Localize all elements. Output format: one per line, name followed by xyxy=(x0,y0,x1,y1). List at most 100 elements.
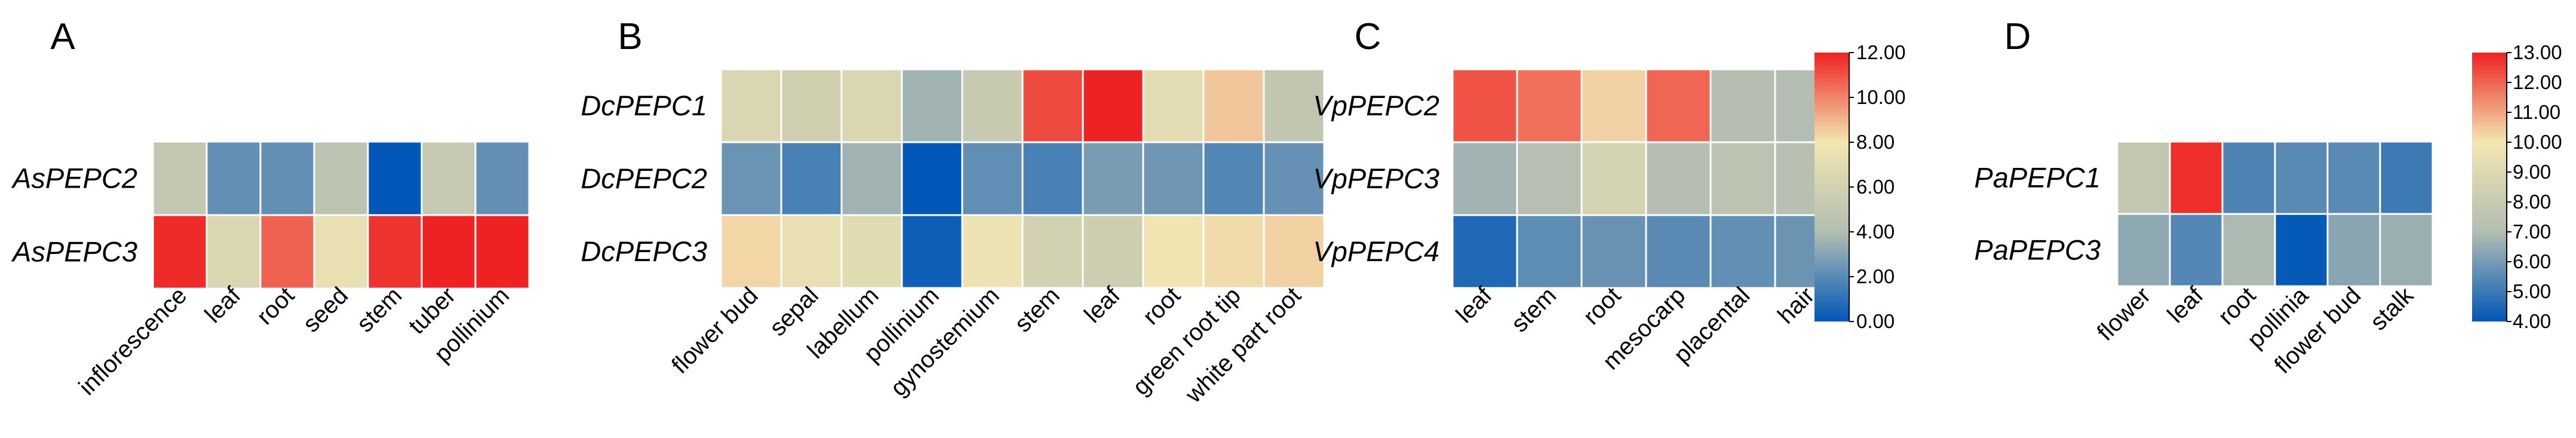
heatmap-cell xyxy=(420,214,477,290)
heatmap-cell xyxy=(1202,68,1265,143)
heatmap-cell xyxy=(474,214,530,290)
heatmap-cell xyxy=(1142,214,1205,289)
heatmap-cell xyxy=(780,141,843,216)
heatmap-cell xyxy=(259,140,315,216)
colorbar-tick-label: 5.00 xyxy=(2513,280,2551,302)
heatmap-cell xyxy=(1709,141,1776,216)
heatmap-cell xyxy=(1202,141,1265,216)
heatmap-cell xyxy=(152,140,208,216)
heatmap-cell xyxy=(840,68,903,143)
heatmap-cell xyxy=(367,214,423,290)
heatmap-cell xyxy=(1021,141,1084,216)
heatmap-cell xyxy=(1580,141,1647,216)
heatmap-cell xyxy=(474,140,530,216)
row-label: DcPEPC1 xyxy=(581,90,707,121)
heatmap-cell xyxy=(901,141,963,216)
heatmap-cell xyxy=(1451,68,1518,143)
heatmap-cell xyxy=(1516,141,1583,216)
heatmap-cell xyxy=(1082,141,1144,216)
colorbar-tick-label: 0.00 xyxy=(1856,310,1895,332)
colorbar-tick-label: 4.00 xyxy=(1856,220,1895,243)
column-label: stem xyxy=(1506,282,1561,337)
heatmap-cell xyxy=(1451,141,1518,216)
heatmap-cell xyxy=(205,140,262,216)
heatmap-cell xyxy=(313,214,369,290)
heatmap-cell xyxy=(1580,214,1647,289)
colorbar-tick-label: 6.00 xyxy=(2513,250,2551,272)
heatmap-cell xyxy=(1082,68,1144,143)
heatmap-cell xyxy=(1142,68,1205,143)
heatmap-cell xyxy=(1021,214,1084,289)
heatmap-cell xyxy=(2169,140,2224,215)
heatmap-cell xyxy=(313,140,369,216)
heatmap-cell xyxy=(1021,68,1084,143)
row-label: AsPEPC3 xyxy=(11,236,137,268)
heatmap-cell xyxy=(2221,213,2276,287)
colorbar-tick-label: 4.00 xyxy=(2513,310,2551,332)
heatmap-cell xyxy=(720,141,782,216)
heatmap-cell xyxy=(1263,68,1325,143)
row-label: AsPEPC2 xyxy=(11,163,137,194)
heatmap-cell xyxy=(2326,140,2381,215)
colorbar-tick-label: 11.00 xyxy=(2513,101,2560,123)
heatmap-cell xyxy=(901,214,963,289)
row-label: DcPEPC3 xyxy=(581,235,707,267)
colorbar xyxy=(2472,53,2507,321)
heatmap-cell xyxy=(840,214,903,289)
column-label: root xyxy=(1138,282,1186,330)
heatmap-cell xyxy=(1263,141,1325,216)
heatmap-cell xyxy=(152,214,208,290)
heatmap-cell xyxy=(1263,214,1325,289)
heatmap-cell xyxy=(1142,141,1205,216)
panel-letter: A xyxy=(50,16,75,57)
heatmap-cell xyxy=(720,68,782,143)
heatmap-cell xyxy=(2379,140,2434,215)
heatmap-cell xyxy=(1516,214,1583,289)
heatmap-cell xyxy=(205,214,262,290)
heatmap-cell xyxy=(2116,140,2171,215)
heatmap-cell xyxy=(780,68,843,143)
colorbar-tick-label: 12.00 xyxy=(1856,41,1906,63)
colorbar-tick-label: 9.00 xyxy=(2513,161,2551,183)
row-label: VpPEPC2 xyxy=(1313,90,1439,121)
heatmap-cell xyxy=(1516,68,1583,143)
column-label: stem xyxy=(352,282,407,337)
heatmap-cell xyxy=(961,141,1024,216)
colorbar xyxy=(1814,53,1849,321)
heatmap-cell xyxy=(961,214,1024,289)
colorbar-tick-label: 8.00 xyxy=(2513,191,2551,213)
colorbar-tick-label: 2.00 xyxy=(1856,265,1895,287)
heatmap-cell xyxy=(2116,213,2171,287)
heatmap-cell xyxy=(367,140,423,216)
heatmap-cell xyxy=(1709,68,1776,143)
heatmap-cell xyxy=(720,214,782,289)
column-label: flower xyxy=(2092,282,2156,346)
heatmap-cell xyxy=(780,214,843,289)
column-label: stalk xyxy=(2365,282,2419,336)
colorbar-tick-label: 7.00 xyxy=(2513,220,2551,243)
colorbar-tick-label: 6.00 xyxy=(1856,176,1895,198)
heatmap-cell xyxy=(420,140,477,216)
heatmap-cell xyxy=(1645,141,1712,216)
colorbar-tick-label: 10.00 xyxy=(2513,131,2562,153)
heatmap-cell xyxy=(2221,140,2276,215)
row-label: VpPEPC3 xyxy=(1313,163,1439,194)
heatmap-cell xyxy=(1645,68,1712,143)
heatmap-cell xyxy=(259,214,315,290)
heatmap-cell xyxy=(840,141,903,216)
column-label: hair xyxy=(1773,282,1819,329)
heatmap-cell xyxy=(2274,213,2329,287)
heatmap-cell xyxy=(2169,213,2224,287)
colorbar-tick-label: 12.00 xyxy=(2513,71,2562,93)
row-label: PaPEPC3 xyxy=(1974,234,2101,266)
column-label: gynostemium xyxy=(886,282,1005,401)
heatmap-cell xyxy=(1709,214,1776,289)
colorbar-tick-label: 13.00 xyxy=(2513,41,2562,63)
column-label: flower bud xyxy=(667,282,763,379)
